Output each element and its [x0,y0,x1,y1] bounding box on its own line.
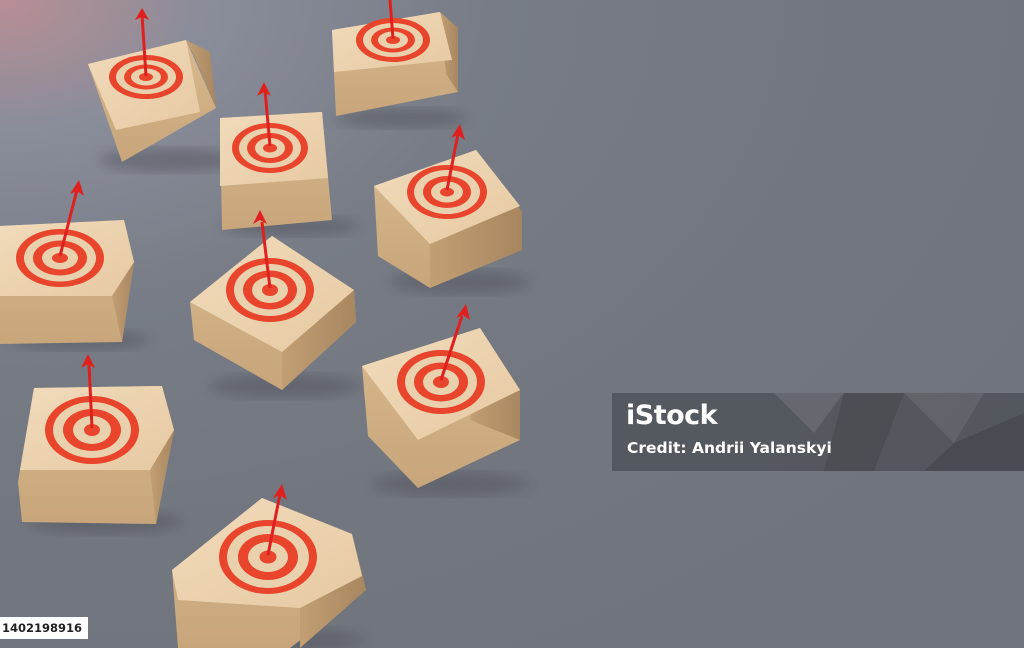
wood-block [172,484,366,648]
target-icon [45,396,139,464]
arrow-icon [439,304,470,381]
watermark-pattern [774,393,1024,471]
istock-watermark: iStock Credit: Andrii Yalanskyi [612,393,1024,471]
target-icon [232,123,308,173]
arrow-icon [58,180,84,257]
wood-block [0,180,150,350]
arrow-icon [266,484,287,556]
target-icon [109,55,183,99]
arrow-icon [81,354,95,429]
wood-block [332,0,465,128]
arrow-icon [257,82,272,147]
target-icon [16,229,104,287]
arrow-icon [388,0,395,40]
wood-block [362,304,528,496]
target-icon [407,165,487,219]
target-icon [219,520,317,594]
image-id-label: 1402198916 [0,617,89,639]
target-icon [397,350,485,414]
wood-block [190,210,360,398]
wood-block [18,354,183,534]
arrow-icon [445,124,465,191]
target-icon [356,18,430,62]
wood-block [374,124,530,294]
istock-logo: iStock [626,400,718,431]
target-icon [226,258,314,322]
photo-credit: Credit: Andrii Yalanskyi [627,439,832,457]
arrow-icon [135,8,149,77]
wood-block [88,8,240,172]
wood-block [220,82,358,236]
arrow-icon [253,210,272,289]
